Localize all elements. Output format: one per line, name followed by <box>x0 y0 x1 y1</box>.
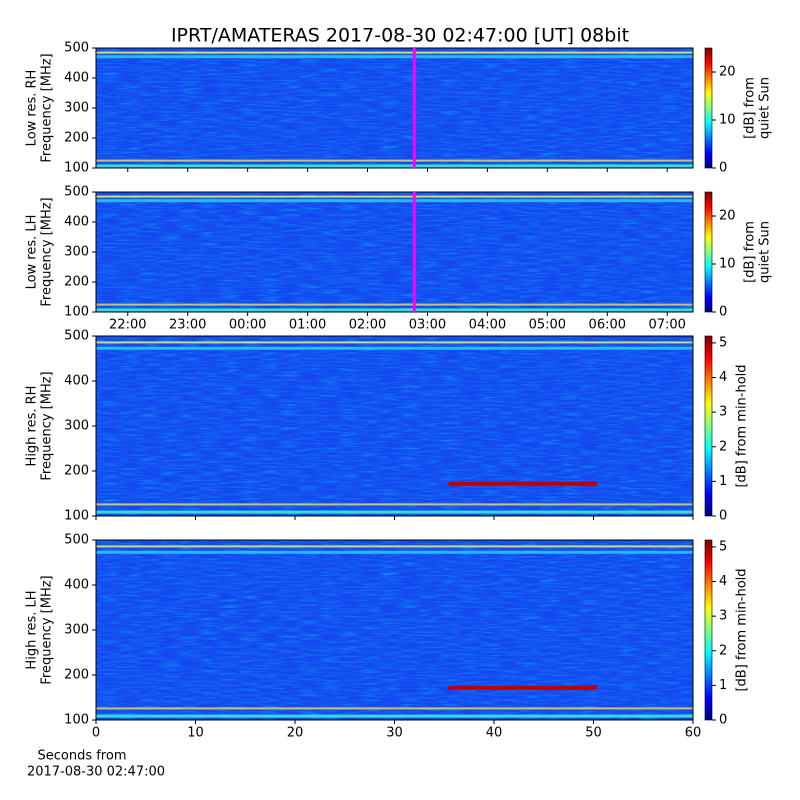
y-tick-label: 500 <box>64 41 89 56</box>
y-tick-label: 300 <box>64 623 89 638</box>
colorbar-tick-label: 5 <box>719 539 727 554</box>
colorbar-tick-label: 20 <box>719 65 736 80</box>
colorbar-tick-label: 5 <box>719 335 727 350</box>
colorbar-tick-label: 0 <box>719 509 727 524</box>
spectral-band <box>96 55 693 59</box>
y-axis-label: High res. RH <box>25 386 40 467</box>
colorbar-tick-label: 0 <box>719 161 727 176</box>
y-axis-label: High res. LH <box>25 590 40 669</box>
x-tick-label: 20 <box>287 726 304 741</box>
y-tick-label: 400 <box>64 578 89 593</box>
spectral-band <box>96 341 693 344</box>
colorbar-label: [dB] from <box>743 77 758 139</box>
y-tick-label: 500 <box>64 533 89 548</box>
x-tick-label: 22:00 <box>109 318 146 333</box>
y-axis-label: Frequency [MHz] <box>40 575 55 684</box>
spectral-band <box>96 550 693 554</box>
x-tick-label: 01:00 <box>289 318 326 333</box>
colorbar-tick-label: 4 <box>719 574 727 589</box>
y-tick-label: 500 <box>64 185 89 200</box>
chart-title: IPRT/AMATERAS 2017-08-30 02:47:00 [UT] 0… <box>171 25 629 47</box>
colorbar-tick-label: 10 <box>719 113 736 128</box>
y-tick-label: 300 <box>64 419 89 434</box>
spectral-band <box>96 164 693 168</box>
x-tick-label: 50 <box>585 726 602 741</box>
y-tick-label: 400 <box>64 215 89 230</box>
colorbar-label: [dB] from min-hold <box>735 364 750 487</box>
colorbar-tick-label: 10 <box>719 257 736 272</box>
spectral-band <box>96 545 693 548</box>
y-tick-label: 100 <box>64 713 89 728</box>
y-axis-label: Frequency [MHz] <box>40 53 55 162</box>
spectral-band <box>96 707 693 710</box>
x-tick-label: 0 <box>92 726 100 741</box>
x-tick-label: 07:00 <box>648 318 685 333</box>
spectral-band <box>96 510 693 514</box>
spectrogram-texture <box>96 48 693 168</box>
colorbar <box>704 47 713 169</box>
spectrogram-texture <box>96 192 693 312</box>
x-tick-label: 05:00 <box>529 318 566 333</box>
spectral-band <box>96 195 693 198</box>
colorbar-tick-label: 4 <box>719 370 727 385</box>
colorbar-tick-label: 0 <box>719 713 727 728</box>
colorbar <box>704 191 713 313</box>
spectral-band <box>96 503 693 506</box>
colorbar-tick-label: 3 <box>719 405 727 420</box>
spectrogram-texture <box>96 540 693 720</box>
colorbar-tick-label: 2 <box>719 439 727 454</box>
colorbar-tick-label: 1 <box>719 678 727 693</box>
colorbar-tick-label: 20 <box>719 209 736 224</box>
colorbar-label: quiet Sun <box>758 77 773 139</box>
y-tick-label: 100 <box>64 161 89 176</box>
colorbar-tick-label: 0 <box>719 305 727 320</box>
y-axis-label: Low res. RH <box>25 70 40 147</box>
colorbar-tick-label: 1 <box>719 474 727 489</box>
spectrogram-texture <box>96 336 693 516</box>
colorbar <box>704 539 713 721</box>
x-tick-label: 02:00 <box>349 318 386 333</box>
y-tick-label: 200 <box>64 131 89 146</box>
y-tick-label: 400 <box>64 374 89 389</box>
y-tick-label: 100 <box>64 305 89 320</box>
colorbar-label: quiet Sun <box>758 221 773 283</box>
spectral-band <box>96 51 693 54</box>
y-tick-label: 200 <box>64 275 89 290</box>
emission-burst <box>448 481 598 486</box>
x-axis-label: 2017-08-30 02:47:00 <box>27 765 165 780</box>
x-tick-label: 04:00 <box>469 318 506 333</box>
y-tick-label: 100 <box>64 509 89 524</box>
spectral-band <box>96 346 693 350</box>
y-tick-label: 300 <box>64 245 89 260</box>
y-axis-label: Frequency [MHz] <box>40 197 55 306</box>
x-axis-label: Seconds from <box>37 749 126 764</box>
y-axis-label: Frequency [MHz] <box>40 371 55 480</box>
spectral-band <box>96 308 693 312</box>
spectral-band <box>96 303 693 306</box>
x-tick-label: 40 <box>486 726 503 741</box>
x-tick-label: 06:00 <box>589 318 626 333</box>
y-tick-label: 200 <box>64 668 89 683</box>
y-tick-label: 500 <box>64 329 89 344</box>
y-axis-label: Low res. LH <box>25 215 40 290</box>
x-tick-label: 30 <box>386 726 403 741</box>
x-tick-label: 60 <box>685 726 702 741</box>
colorbar-tick-label: 3 <box>719 609 727 624</box>
emission-burst <box>448 685 598 690</box>
colorbar-label: [dB] from <box>743 221 758 283</box>
x-tick-label: 23:00 <box>169 318 206 333</box>
spectral-band <box>96 159 693 162</box>
y-tick-label: 400 <box>64 71 89 86</box>
colorbar-label: [dB] from min-hold <box>735 568 750 691</box>
colorbar <box>704 335 713 517</box>
x-tick-label: 10 <box>187 726 204 741</box>
colorbar-tick-label: 2 <box>719 643 727 658</box>
spectral-band <box>96 714 693 718</box>
y-tick-label: 300 <box>64 101 89 116</box>
y-tick-label: 200 <box>64 464 89 479</box>
x-tick-label: 00:00 <box>229 318 266 333</box>
spectral-band <box>96 199 693 203</box>
x-tick-label: 03:00 <box>409 318 446 333</box>
